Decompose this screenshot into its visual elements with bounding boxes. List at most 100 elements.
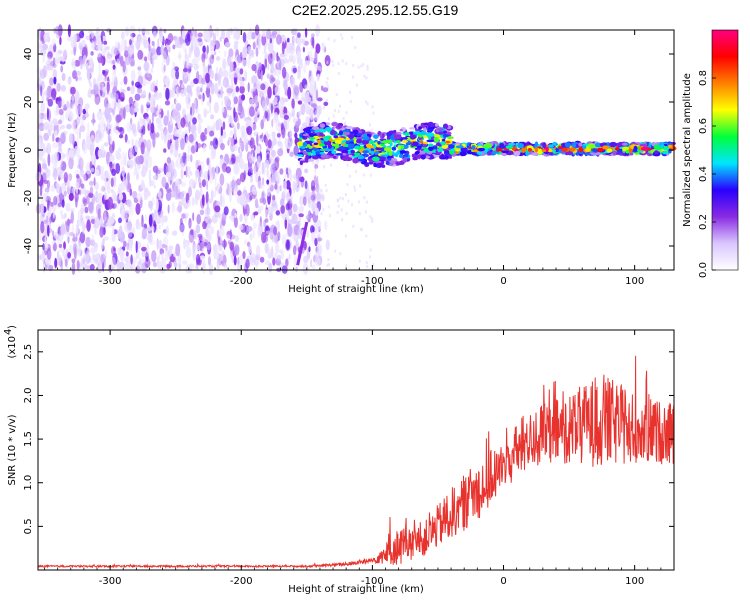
spectrogram-speckle — [341, 218, 344, 222]
spectrogram-noise-blob — [200, 132, 206, 142]
spectrogram-speckle — [341, 197, 344, 201]
spectrogram-noise-blob — [94, 228, 98, 236]
spectrogram-noise-blob — [107, 196, 114, 210]
spectrogram-noise-blob — [121, 166, 125, 177]
spectrogram-noise-blob — [229, 241, 234, 251]
spectrogram-noise-blob — [141, 227, 147, 240]
spectrogram-noise-blob — [267, 86, 272, 99]
spectrogram-signal-blob — [417, 154, 421, 160]
spectrogram-noise-blob — [111, 245, 116, 256]
colorbar-tick-label: 0.2 — [698, 214, 709, 230]
spectrogram-signal-blob — [357, 155, 365, 160]
spectrogram-noise-blob — [248, 51, 252, 60]
spectrogram-noise-blob — [280, 250, 285, 260]
spectrogram-noise-blob — [258, 98, 261, 104]
spectrogram-noise-blob — [108, 173, 111, 185]
spectrogram-signal-blob — [441, 153, 445, 159]
spectrogram-noise-blob — [39, 254, 42, 260]
spectrogram-noise-blob — [285, 167, 289, 175]
spectrogram-noise-blob — [213, 190, 217, 198]
spectrogram-noise-blob — [137, 87, 142, 94]
spectrogram-noise-blob — [299, 81, 304, 93]
spectrogram-noise-blob — [151, 57, 154, 69]
spectrogram-noise-blob — [195, 86, 202, 93]
spectrogram-noise-blob — [215, 119, 219, 131]
spectrogram-speckle — [363, 173, 366, 177]
spectrogram-noise-blob — [49, 77, 54, 86]
spectrogram-noise-blob — [167, 139, 171, 150]
spectrogram-noise-blob — [95, 27, 100, 35]
spectrogram-noise-blob — [161, 176, 167, 188]
spectrogram-noise-blob — [81, 39, 86, 47]
spectrogram-noise-blob — [277, 231, 281, 242]
spectrogram-noise-blob — [281, 66, 287, 79]
spectrogram-speckle — [341, 59, 344, 63]
spectrogram-noise-blob — [164, 100, 171, 106]
spectrogram-noise-blob — [124, 133, 128, 143]
spectrogram-x-ticks: -300 -200 -100 0 100 — [44, 30, 675, 287]
spectrogram-noise-blob — [171, 140, 176, 153]
spectrogram-noise-blob — [322, 87, 329, 93]
spectrogram-noise-blob — [102, 69, 106, 75]
spectrogram-noise-blob — [137, 70, 142, 76]
spectrogram-speckle — [343, 121, 346, 125]
colorbar: 0.0 0.2 0.4 0.6 0.8 Normalized spectral ampl… — [682, 29, 739, 278]
spectrogram-noise-blob — [248, 244, 252, 254]
spectrogram-noise-blob — [277, 148, 284, 157]
spectrogram-noise-blob — [283, 80, 288, 93]
spectrogram-noise-blob — [239, 213, 243, 223]
spectrogram-noise-blob — [162, 50, 167, 63]
spectrogram-noise-blob — [98, 62, 101, 75]
spectrogram-noise-blob — [271, 245, 274, 259]
spectrogram-signal-blob — [517, 143, 524, 149]
spectrogram-signal-blob — [425, 132, 434, 137]
spectrogram-noise-blob — [88, 30, 93, 35]
spectrogram-noise-blob — [60, 150, 64, 163]
spectrogram-speckle — [322, 106, 325, 110]
spectrogram-noise-blob — [100, 172, 105, 181]
spectrogram-noise-blob — [156, 46, 162, 56]
spectrogram-speckle — [353, 185, 356, 189]
spectrogram-noise-blob — [233, 96, 238, 105]
spectrogram-noise-blob — [306, 96, 312, 103]
spectrogram-noise-blob — [144, 213, 147, 221]
spectrogram-noise-blob — [285, 203, 290, 211]
spectrogram-noise-blob — [302, 196, 307, 206]
spectrogram-noise-blob — [80, 167, 84, 178]
spectrogram-noise-blob — [308, 196, 311, 203]
spectrogram-noise-blob — [82, 258, 86, 265]
spectrogram-noise-blob — [297, 100, 303, 105]
spectrogram-noise-blob — [126, 159, 132, 166]
spectrogram-noise-blob — [196, 143, 202, 149]
spectrogram-signal-blob — [375, 147, 383, 151]
spectrogram-signal-blob — [442, 123, 449, 129]
spectrogram-noise-blob — [74, 127, 80, 135]
spectrogram-noise-blob — [248, 153, 253, 164]
spectrogram-noise-blob — [137, 36, 141, 48]
spectrogram-noise-blob — [167, 204, 170, 214]
spectrogram-noise-blob — [269, 37, 272, 44]
spectrogram-speckle — [337, 109, 340, 113]
spectrogram-noise-blob — [250, 214, 255, 221]
spectrogram-noise-blob — [188, 71, 191, 78]
spectrogram-noise-blob — [102, 76, 106, 84]
spectrogram-noise-blob — [91, 194, 96, 205]
spectrogram-noise-blob — [100, 165, 105, 174]
spectrogram-noise-blob — [45, 90, 50, 100]
spectrogram-noise-blob — [199, 169, 204, 178]
spectrogram-noise-blob — [180, 181, 186, 187]
spectrogram-noise-blob — [71, 61, 75, 67]
spectrogram-noise-blob — [265, 137, 269, 147]
spectrogram-signal-blob — [471, 145, 476, 150]
spectrogram-signal-blob — [337, 124, 342, 129]
spectrogram-noise-blob — [252, 41, 256, 50]
spectrogram-noise-blob — [146, 139, 152, 152]
spectrogram-signal-blob — [358, 159, 366, 162]
spectrogram-noise-blob — [161, 214, 164, 227]
spectrogram-noise-blob — [151, 250, 157, 263]
spectrogram-noise-blob — [194, 189, 201, 201]
spectrogram-noise-blob — [47, 224, 50, 237]
spectrogram-noise-blob — [310, 57, 315, 62]
spectrogram-noise-blob — [189, 35, 196, 45]
spectrogram-noise-blob — [234, 139, 238, 144]
